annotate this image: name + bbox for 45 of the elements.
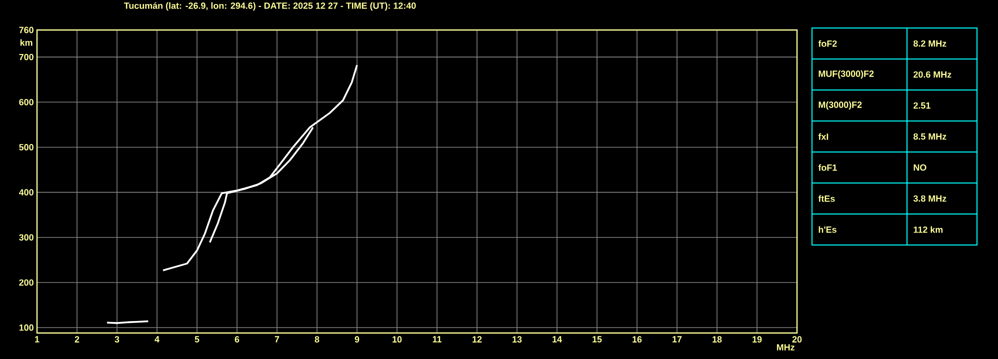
text: 8.2 MHz — [913, 40, 946, 47]
category-label: ftEs — [818, 195, 835, 202]
text: 112 km — [914, 226, 943, 233]
x-tick-label: 6 — [234, 336, 240, 343]
text: 3.8 MHz — [913, 195, 946, 202]
x-tick-label: 17 — [672, 336, 682, 342]
text: NO — [914, 164, 926, 171]
category-label: fxI — [818, 133, 828, 140]
x-tick-label: 11 — [432, 336, 442, 342]
x-tick-label: 8 — [314, 336, 320, 343]
x-tick-label: 1 — [35, 336, 40, 342]
x-axis-title: MHz — [776, 344, 794, 350]
x-tick-label: 7 — [274, 336, 280, 342]
y-tick-label: 300 — [19, 234, 34, 241]
x-tick-label: 16 — [632, 336, 642, 343]
y-tick-label: 500 — [19, 144, 34, 150]
category-label: M(3000)F2 — [818, 101, 862, 110]
x-tick-label: 12 — [472, 336, 482, 342]
x-tick-label: 13 — [512, 336, 522, 343]
y-tick-label: 200 — [19, 279, 34, 286]
chart-title: Tucumán (lat: -26.9, lon: 294.6) - DATE: 2025 12 27 - TIME (UT): 12:40 — [124, 2, 416, 11]
y-tick-label: 100 — [19, 324, 34, 331]
x-tick-label: 2 — [74, 336, 80, 342]
y-axis-title: km — [20, 39, 32, 46]
x-tick-label: 5 — [194, 336, 200, 342]
x-tick-label: 19 — [752, 336, 762, 343]
category-label: foF1 — [818, 164, 837, 171]
category-label: foF2 — [818, 40, 837, 47]
x-tick-label: 4 — [154, 336, 160, 342]
y-tick-label: 400 — [19, 189, 34, 196]
x-tick-label: 15 — [592, 336, 602, 342]
text: 20.6 MHz — [914, 71, 952, 78]
y-tick-label: 600 — [19, 98, 34, 106]
x-tick-label: 20 — [792, 336, 802, 343]
x-tick-label: 3 — [114, 336, 120, 343]
x-tick-label: 10 — [392, 336, 402, 343]
category-label: MUF(3000)F2 — [818, 70, 874, 79]
text: 8.5 MHz — [913, 133, 946, 140]
text: 2.51 — [914, 102, 930, 109]
x-tick-label: 18 — [712, 336, 722, 343]
y-tick-label: 760 — [19, 26, 34, 34]
category-label: h'Es — [818, 226, 836, 233]
x-tick-label: 9 — [354, 336, 360, 343]
x-tick-label: 14 — [552, 336, 562, 342]
y-tick-label: 700 — [19, 54, 34, 60]
